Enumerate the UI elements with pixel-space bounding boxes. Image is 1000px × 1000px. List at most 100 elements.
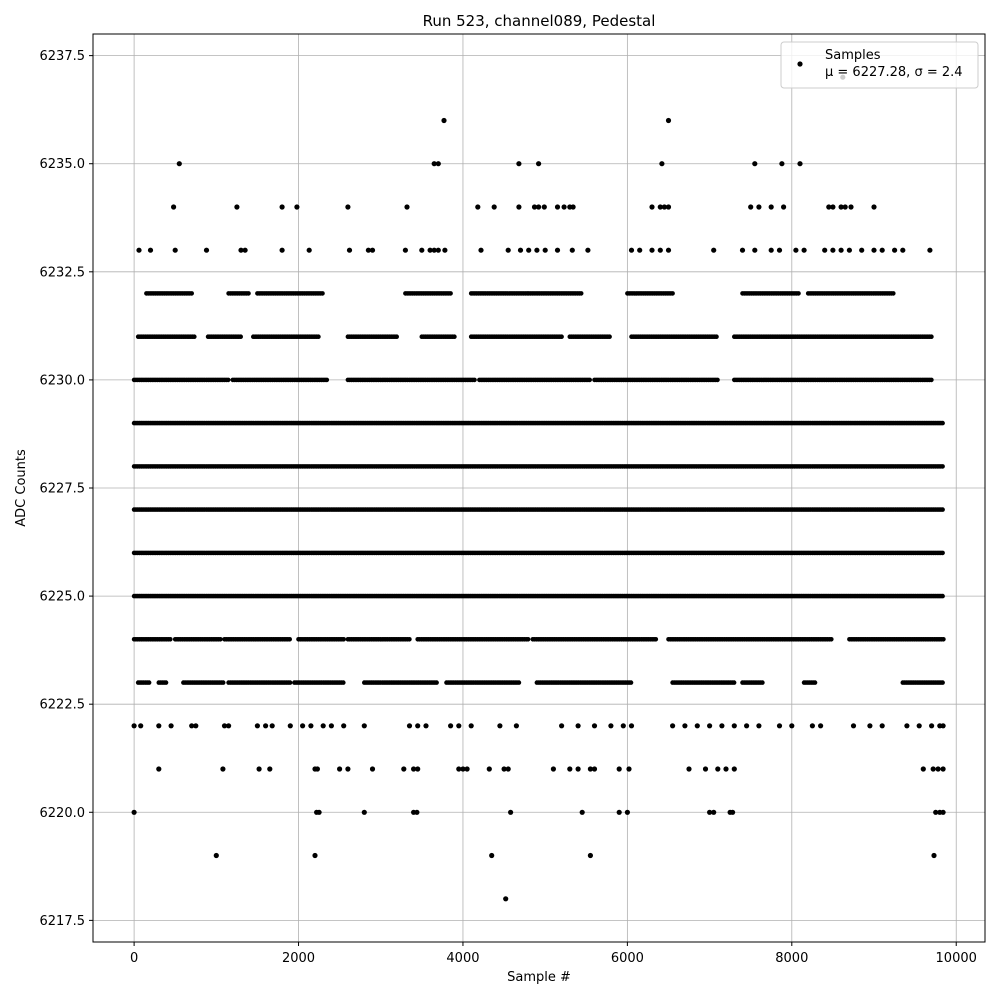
data-point (456, 766, 462, 772)
data-point (686, 766, 692, 772)
x-tick-label: 2000 (282, 951, 315, 966)
data-point (665, 117, 672, 124)
data-point (657, 247, 663, 253)
data-point (711, 809, 717, 815)
data-point (730, 809, 736, 815)
data-point (929, 334, 934, 340)
data-point (256, 766, 262, 772)
data-point (694, 723, 700, 729)
y-tick-label: 6222.5 (40, 698, 86, 713)
data-point (585, 247, 591, 253)
data-point (369, 766, 376, 772)
y-axis-ticks: 6217.5 6220.0 6222.5 6225.0 6227.5 6230.0 6232… (40, 49, 93, 929)
data-point (516, 680, 522, 685)
data-point (279, 204, 285, 210)
data-point (927, 247, 933, 253)
data-point (731, 723, 737, 729)
data-point (653, 637, 659, 642)
data-point (312, 852, 318, 859)
data-point (591, 766, 598, 772)
x-tick-label: 4000 (446, 951, 479, 966)
data-point (779, 161, 785, 167)
data-point (649, 247, 655, 253)
data-point (406, 723, 413, 729)
data-point (661, 204, 668, 210)
data-point (830, 247, 836, 253)
data-point (131, 723, 137, 729)
data-point (242, 247, 248, 253)
legend-series-detail: μ = 6227.28, σ = 2.4 (825, 65, 963, 80)
data-point (536, 161, 542, 167)
data-point (616, 809, 622, 815)
data-point (793, 247, 799, 253)
data-point (796, 291, 801, 296)
data-point (542, 247, 548, 253)
data-point (189, 291, 194, 296)
data-point (442, 247, 448, 253)
data-point (423, 723, 429, 729)
x-tick-label: 8000 (775, 951, 808, 966)
data-points (131, 74, 946, 902)
data-point (435, 247, 441, 253)
data-point (707, 809, 713, 815)
data-point (220, 680, 226, 685)
data-point (822, 247, 828, 253)
data-point (591, 723, 598, 729)
chart-title: Run 523, channel089, Pedestal (423, 12, 656, 30)
data-point (731, 766, 737, 772)
data-point (402, 247, 408, 253)
data-point (531, 204, 538, 210)
data-point (448, 291, 453, 296)
data-point (731, 680, 737, 685)
data-point (324, 377, 330, 383)
data-point (517, 247, 524, 253)
data-point (665, 247, 672, 253)
data-point (607, 334, 612, 340)
data-point (246, 291, 251, 296)
data-point (559, 723, 565, 729)
data-point (940, 593, 945, 599)
data-point (756, 204, 762, 210)
x-axis-ticks: 0 2000 4000 6000 8000 10000 (130, 942, 977, 966)
data-point (801, 247, 807, 253)
data-point (711, 247, 717, 253)
data-point (489, 852, 495, 859)
legend: Samples μ = 6227.28, σ = 2.4 (780, 41, 979, 89)
data-point (719, 723, 725, 729)
data-point (168, 637, 173, 642)
data-point (748, 204, 754, 210)
data-point (287, 680, 293, 685)
data-point (468, 723, 474, 729)
data-point (401, 766, 407, 772)
data-point (620, 723, 626, 729)
data-point (916, 723, 922, 729)
data-point (414, 809, 420, 815)
data-point (411, 766, 417, 772)
data-point (567, 766, 573, 772)
data-point (525, 637, 531, 642)
data-point (234, 204, 240, 210)
data-point (670, 723, 676, 729)
data-point (920, 766, 926, 772)
data-point (628, 680, 634, 685)
data-point (940, 766, 946, 772)
data-point (829, 637, 834, 642)
data-point (812, 680, 818, 685)
data-point (536, 204, 542, 210)
data-point (472, 377, 477, 383)
data-point (503, 896, 509, 902)
x-axis-label: Sample # (507, 970, 571, 985)
y-axis-label: ADC Counts (14, 449, 29, 527)
data-point (263, 723, 269, 729)
data-point (341, 637, 347, 642)
data-point (505, 766, 511, 772)
data-point (587, 766, 594, 772)
data-point (900, 247, 906, 253)
data-point (345, 766, 351, 772)
data-point (238, 334, 243, 340)
data-point (933, 809, 939, 815)
data-point (830, 204, 836, 210)
data-point (218, 637, 223, 642)
data-point (146, 680, 152, 685)
